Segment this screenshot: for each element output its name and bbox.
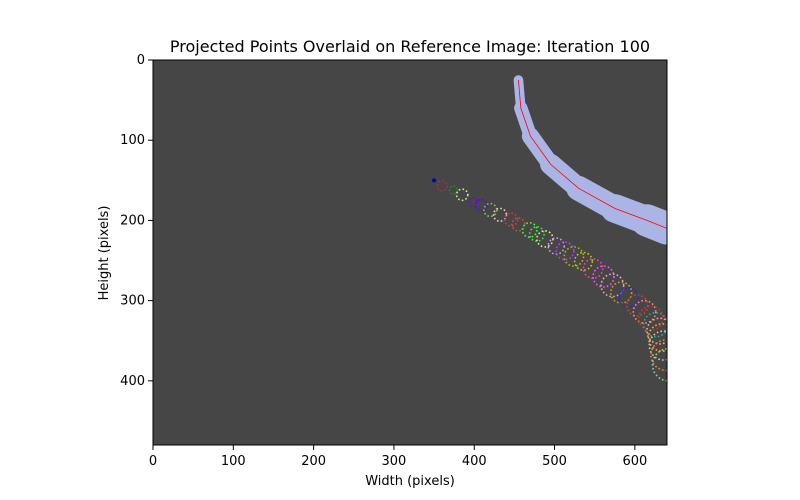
projected-point (563, 246, 585, 267)
projected-point (432, 178, 437, 183)
y-axis-label: Height (pixels) (97, 206, 112, 301)
projected-point (626, 294, 649, 317)
projected-point (573, 251, 594, 271)
x-tick-label: 200 (301, 454, 326, 469)
projected-point (475, 198, 488, 212)
plot-frame (152, 59, 668, 446)
projected-point (632, 299, 657, 324)
projected-point (492, 207, 508, 223)
projected-point (503, 212, 519, 227)
projected-point (582, 258, 604, 279)
projected-point (455, 188, 469, 202)
y-tick-label: 100 (120, 133, 145, 148)
plot-background (153, 60, 667, 445)
projected-point (521, 222, 538, 239)
plot-layer (432, 75, 667, 382)
projected-point (647, 323, 667, 352)
y-axis: 0 100 200 300 400 (120, 53, 153, 389)
projected-point (436, 180, 448, 192)
projected-point (528, 226, 545, 243)
projected-point (547, 237, 566, 255)
projected-point (600, 273, 625, 298)
y-tick-label: 200 (120, 213, 145, 228)
projected-point (483, 202, 498, 218)
x-tick-label: 400 (462, 454, 487, 469)
y-tick-label: 300 (120, 294, 145, 309)
x-tick-label: 500 (542, 454, 567, 469)
projected-point (638, 305, 664, 332)
x-axis: 0 100 200 300 400 500 600 (149, 445, 647, 469)
y-tick-label: 400 (120, 374, 145, 389)
projected-point (511, 217, 526, 232)
x-tick-label: 100 (221, 454, 246, 469)
projected-point (650, 339, 667, 372)
projected-point (618, 286, 639, 308)
x-tick-label: 600 (622, 454, 647, 469)
y-tick-label: 0 (137, 53, 145, 68)
x-axis-label: Width (pixels) (365, 474, 455, 489)
projected-point (592, 265, 615, 288)
x-tick-label: 0 (149, 454, 157, 469)
projected-point (555, 241, 575, 261)
reference-centerline (518, 80, 667, 229)
projected-point (448, 185, 459, 195)
projected-point (646, 317, 667, 345)
x-tick-label: 300 (382, 454, 407, 469)
chart-title: Projected Points Overlaid on Reference I… (170, 37, 650, 56)
projected-point (651, 348, 667, 382)
